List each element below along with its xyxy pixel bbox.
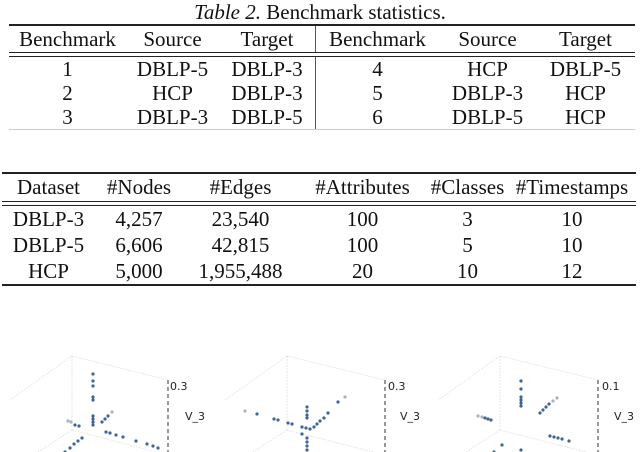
scatter-3d-plot-3: 0.1 V_3 -0.1 (420, 340, 635, 452)
cell-source: DBLP-5 (136, 56, 209, 81)
cell-source: HCP (152, 80, 193, 105)
table-row: DBLP-3 4,257 23,540 100 3 10 (2, 206, 636, 232)
cell-benchmark: 6 (372, 104, 383, 129)
cell-dataset: DBLP-3 (12, 206, 85, 231)
header-cell: Source (458, 26, 517, 51)
cell-benchmark: 5 (372, 80, 383, 105)
tick-top-label: 0.3 (170, 380, 188, 393)
axis-label: V_3 (185, 410, 205, 423)
cell-classes: 5 (462, 232, 473, 257)
header-cell: Target (559, 26, 612, 51)
cell-benchmark: 3 (62, 104, 73, 129)
axis-label: V_3 (614, 410, 634, 423)
table-row: 1 DBLP-5 DBLP-3 4 HCP DBLP-5 (9, 57, 635, 81)
cell-source: HCP (467, 56, 508, 81)
table-header-double-rule (9, 52, 635, 57)
table-bottom-rule (9, 129, 635, 130)
caption-label: Table 2. (194, 0, 262, 24)
dataset-table: Dataset #Nodes #Edges #Attributes #Class… (2, 172, 636, 286)
cell-target: DBLP-3 (219, 81, 316, 105)
caption-text: Benchmark statistics. (261, 0, 446, 24)
cell-target: HCP (565, 104, 606, 129)
cell-attributes: 100 (346, 206, 379, 231)
table-row: 2 HCP DBLP-3 5 DBLP-3 HCP (9, 81, 635, 105)
cell-dataset: HCP (28, 258, 69, 283)
cell-dataset: DBLP-5 (12, 232, 85, 257)
cell-attributes: 20 (352, 258, 373, 283)
cell-timestamps: 12 (561, 258, 583, 283)
header-cell: Target (219, 26, 316, 52)
cell-benchmark: 1 (62, 56, 73, 81)
plot-canvas: 0.1 V_3 -0.1 (437, 355, 634, 452)
cell-benchmark: 2 (62, 80, 73, 105)
cell-timestamps: 10 (561, 206, 583, 231)
cell-edges: 1,955,488 (198, 258, 283, 283)
benchmark-table: Benchmark Source Target Benchmark Source… (9, 24, 635, 130)
cell-attributes: 100 (346, 232, 379, 257)
header-cell: #Nodes (106, 175, 172, 199)
header-cell: Source (143, 26, 202, 51)
table-header-row: Dataset #Nodes #Edges #Attributes #Class… (2, 174, 636, 201)
cell-target: DBLP-5 (219, 105, 316, 129)
tick-top-label: 0.3 (388, 380, 406, 393)
table-row: 3 DBLP-3 DBLP-5 6 DBLP-5 HCP (9, 105, 635, 129)
header-cell: Benchmark (19, 26, 116, 51)
header-cell: Dataset (17, 175, 80, 199)
cell-benchmark: 4 (372, 56, 383, 81)
cell-target: DBLP-5 (549, 56, 622, 81)
plot-canvas: 0.3 V_3 -0.3 (224, 355, 420, 452)
cell-edges: 23,540 (211, 206, 270, 231)
scatter-3d-plot-2: 0.3 V_3 -0.3 (210, 340, 425, 452)
cell-source: DBLP-5 (451, 104, 524, 129)
header-cell: #Attributes (315, 175, 410, 199)
header-cell: #Edges (209, 175, 272, 199)
cell-source: DBLP-3 (451, 80, 524, 105)
table-header-row: Benchmark Source Target Benchmark Source… (9, 26, 635, 52)
cell-nodes: 5,000 (115, 258, 163, 283)
cell-source: DBLP-3 (136, 104, 209, 129)
cell-edges: 42,815 (211, 232, 270, 257)
table-row: DBLP-5 6,606 42,815 100 5 10 (2, 232, 636, 258)
table-caption: Table 2. Benchmark statistics. (0, 1, 640, 23)
tick-top-label: 0.1 (602, 380, 620, 393)
cell-target: DBLP-3 (219, 57, 316, 81)
header-cell: #Timestamps (515, 175, 629, 199)
cell-timestamps: 10 (561, 232, 583, 257)
table-top-rule (2, 172, 636, 174)
cell-classes: 3 (462, 206, 473, 231)
scatter-3d-plot-1: 0.3 V_3 -0.3 (0, 340, 215, 452)
cell-nodes: 4,257 (115, 206, 163, 231)
axis-label: V_3 (400, 410, 420, 423)
header-cell: Benchmark (329, 26, 426, 51)
cell-nodes: 6,606 (115, 232, 163, 257)
table-top-rule (9, 24, 635, 26)
cell-target: HCP (565, 80, 606, 105)
table-row: HCP 5,000 1,955,488 20 10 12 (2, 258, 636, 284)
cell-classes: 10 (457, 258, 478, 283)
header-cell: #Classes (430, 175, 505, 199)
table-header-double-rule (2, 201, 636, 206)
table-bottom-rule (2, 284, 636, 286)
plot-canvas: 0.3 V_3 -0.3 (9, 355, 205, 452)
